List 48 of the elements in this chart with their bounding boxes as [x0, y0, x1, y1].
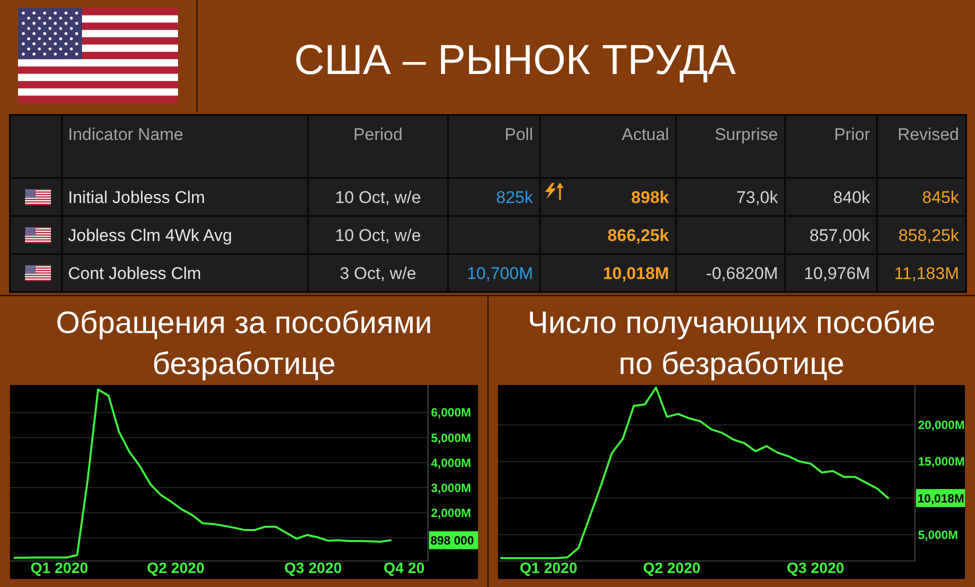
text: 10 Oct, w/e [335, 226, 421, 245]
text: 898 000 [430, 533, 474, 548]
text: 825k [496, 188, 533, 207]
text: 858,25k [898, 226, 959, 245]
y-tick-label: 2,000M [431, 506, 472, 520]
x-tick-label: Q2 2020 [642, 560, 701, 577]
y-tick-label: 6,000M [431, 406, 472, 420]
category-label: Revised [898, 125, 959, 144]
text: 10,976M [804, 264, 870, 283]
y-tick-label: 4,000M [431, 456, 472, 470]
x-tick-label: Q4 20 [384, 560, 425, 577]
text: Jobless Clm 4Wk Avg [68, 226, 232, 245]
category-label: Surprise [714, 125, 778, 144]
text: -0,6820M [706, 264, 778, 283]
text: 10,018M [602, 264, 669, 283]
category-label: Prior [834, 125, 870, 144]
text: Cont Jobless Clm [68, 264, 202, 283]
text: 73,0k [736, 188, 778, 207]
line-series [13, 388, 392, 559]
text: 840k [833, 188, 870, 207]
chart-title: Обращения за пособиями безработице [56, 305, 432, 381]
y-tick-label: 5,000M [918, 528, 958, 542]
text: 845k [922, 188, 959, 207]
x-tick-label: Q3 2020 [284, 560, 342, 577]
text: США – РЫНОК ТРУДА [294, 36, 736, 83]
category-label: Indicator Name [68, 125, 184, 144]
y-tick-label: 3,000M [431, 480, 472, 495]
category-label: Actual [622, 125, 669, 144]
text: Initial Jobless Clm [68, 188, 205, 207]
text: 866,25k [608, 226, 669, 245]
text: 10 Oct, w/e [335, 188, 421, 207]
x-tick-label: Q1 2020 [30, 560, 88, 577]
x-tick-label: Q3 2020 [786, 560, 844, 577]
text: 11,183M [894, 264, 959, 283]
chart-title: Число получающих пособие по безработице [528, 305, 936, 381]
x-tick-label: Q1 2020 [520, 560, 578, 577]
category-label: Period [353, 125, 403, 144]
line-series [500, 386, 890, 560]
y-tick-label: 15,000M [918, 454, 965, 469]
text: 10,700M [466, 264, 533, 283]
text: 3 Oct, w/e [340, 264, 416, 283]
text: 898k [631, 188, 669, 207]
category-label: Poll [504, 125, 533, 144]
text: 857,00k [810, 226, 870, 245]
text: 10,018M [918, 491, 964, 506]
y-tick-label: 20,000M [918, 418, 965, 432]
x-tick-label: Q2 2020 [146, 560, 204, 577]
y-tick-label: 5,000M [431, 430, 472, 445]
